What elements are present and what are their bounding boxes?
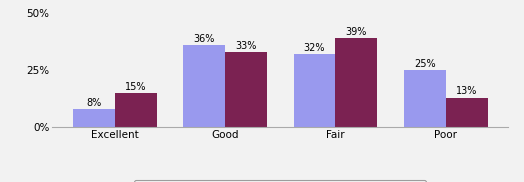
Text: 39%: 39% bbox=[346, 27, 367, 37]
Bar bbox=[335, 38, 377, 127]
Bar bbox=[225, 52, 267, 127]
Text: 8%: 8% bbox=[86, 98, 102, 108]
Text: 33%: 33% bbox=[235, 41, 257, 51]
Text: 13%: 13% bbox=[456, 86, 477, 96]
Legend: Nursing Home Claimants, Assisted Living Claimants: Nursing Home Claimants, Assisted Living … bbox=[135, 180, 426, 182]
Bar bbox=[183, 45, 225, 127]
Bar bbox=[73, 109, 115, 127]
Text: 36%: 36% bbox=[193, 34, 215, 44]
Bar bbox=[293, 54, 335, 127]
Bar bbox=[446, 98, 487, 127]
Text: 15%: 15% bbox=[125, 82, 147, 92]
Text: 25%: 25% bbox=[414, 59, 435, 69]
Text: 32%: 32% bbox=[304, 43, 325, 53]
Bar bbox=[404, 70, 446, 127]
Bar bbox=[115, 93, 157, 127]
